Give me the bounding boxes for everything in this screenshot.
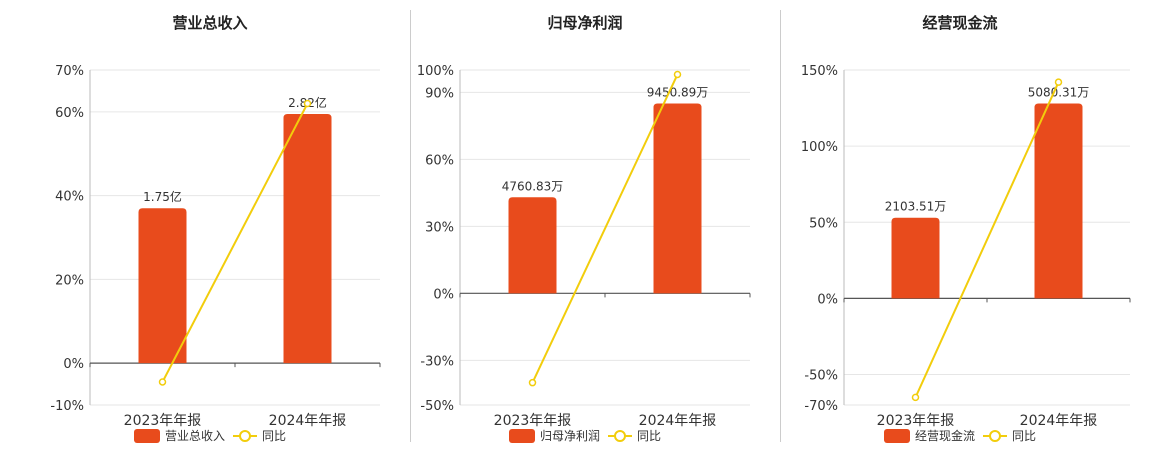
legend-label: 经营现金流 <box>914 429 975 443</box>
series-line-yoy <box>531 74 679 384</box>
legend: 归母净利润 同比 <box>400 427 770 444</box>
y-tick-label: 90% <box>425 86 454 101</box>
chart-panel-cashflow: 经营现金流 -70% -50% 0% 50% 100% 150% 2103.51万 5080.… <box>770 0 1150 450</box>
x-tick-label: 2024年年报 <box>269 413 347 429</box>
bar <box>138 208 187 364</box>
legend-bar-swatch <box>883 428 910 443</box>
y-tick-label: -50% <box>804 369 838 384</box>
bar-data-label: 2103.51万 <box>885 200 947 214</box>
y-tick-label: 100% <box>801 140 838 155</box>
y-tick-label: -50% <box>420 399 454 414</box>
panel-divider <box>780 10 781 442</box>
legend-line-swatch <box>608 429 632 443</box>
line-point <box>158 378 167 386</box>
x-tick-label: 2023年年报 <box>124 413 202 429</box>
x-tick-label: 2024年年报 <box>639 413 717 429</box>
legend-item-bar[interactable]: 归母净利润 <box>508 427 600 444</box>
y-tick-label: 50% <box>809 216 838 231</box>
chart-title: 经营现金流 <box>922 14 998 32</box>
bar <box>283 113 332 364</box>
legend-line-swatch <box>983 429 1007 443</box>
chart-svg-net-profit: -50% -30% 0% 30% 60% 90% 100% 4760.83万 9450.89万 2… <box>417 64 751 429</box>
line-point <box>528 378 537 387</box>
y-tick-label: 100% <box>417 64 454 79</box>
legend-label: 归母净利润 <box>539 429 600 443</box>
bar-data-label: 9450.89万 <box>647 86 709 100</box>
bar-data-label: 4760.83万 <box>502 179 564 193</box>
chart-panel-net-profit: 归母净利润 -50% -30% 0% 30% 60% 90% 100% 4760.83万 945… <box>400 0 770 450</box>
bar-data-label: 1.75亿 <box>143 189 182 204</box>
series-line-yoy <box>161 103 309 383</box>
y-tick-label: 60% <box>55 106 84 121</box>
legend: 营业总收入 同比 <box>30 427 390 444</box>
legend-label: 同比 <box>1012 429 1037 443</box>
y-tick-label: 0% <box>433 287 454 302</box>
legend-item-bar[interactable]: 营业总收入 <box>133 427 225 444</box>
line-point <box>911 393 920 402</box>
y-tick-label: -10% <box>50 399 84 414</box>
bar <box>508 197 557 294</box>
y-tick-label: 60% <box>425 153 454 168</box>
y-tick-label: -70% <box>804 399 838 414</box>
chart-title: 归母净利润 <box>547 14 623 32</box>
bar-data-label: 5080.31万 <box>1028 86 1090 100</box>
chart-title: 营业总收入 <box>172 14 248 32</box>
y-tick-label: 40% <box>55 190 84 205</box>
chart-panel-revenue: 营业总收入 -10%0%20%40%60%70%1.75亿2.82亿2023年年… <box>30 0 390 450</box>
x-tick-label: 2023年年报 <box>877 413 955 429</box>
bar <box>891 217 940 299</box>
legend-item-bar[interactable]: 经营现金流 <box>883 427 975 444</box>
legend-label: 营业总收入 <box>164 429 225 443</box>
y-tick-label: 0% <box>817 292 838 307</box>
y-tick-label: 150% <box>801 64 838 79</box>
legend: 经营现金流 同比 <box>770 427 1150 444</box>
x-tick-label: 2023年年报 <box>494 413 572 429</box>
line-point <box>303 99 312 108</box>
legend-bar-swatch <box>133 428 160 443</box>
bar <box>653 103 702 294</box>
legend-item-line[interactable]: 同比 <box>983 427 1036 444</box>
chart-svg-cashflow: -70% -50% 0% 50% 100% 150% 2103.51万 5080.31万 202… <box>801 64 1131 429</box>
y-tick-label: -30% <box>420 354 454 369</box>
legend-item-line[interactable]: 同比 <box>608 427 661 444</box>
legend-label: 同比 <box>637 429 662 443</box>
y-tick-label: 30% <box>425 220 454 235</box>
legend-label: 同比 <box>262 429 287 443</box>
series-line-yoy <box>914 81 1060 398</box>
line-point <box>1054 78 1063 86</box>
panel-divider <box>410 10 411 442</box>
x-tick-label: 2024年年报 <box>1020 413 1098 429</box>
y-tick-label: 0% <box>63 357 84 372</box>
chart-svg-revenue: -10%0%20%40%60%70%1.75亿2.82亿2023年年报2024年… <box>50 64 381 429</box>
bar <box>1034 103 1083 299</box>
line-point <box>673 70 682 79</box>
y-tick-label: 20% <box>55 273 84 288</box>
y-tick-label: 70% <box>55 64 84 79</box>
legend-bar-swatch <box>508 428 535 443</box>
legend-item-line[interactable]: 同比 <box>233 427 286 444</box>
legend-line-swatch <box>233 429 257 443</box>
